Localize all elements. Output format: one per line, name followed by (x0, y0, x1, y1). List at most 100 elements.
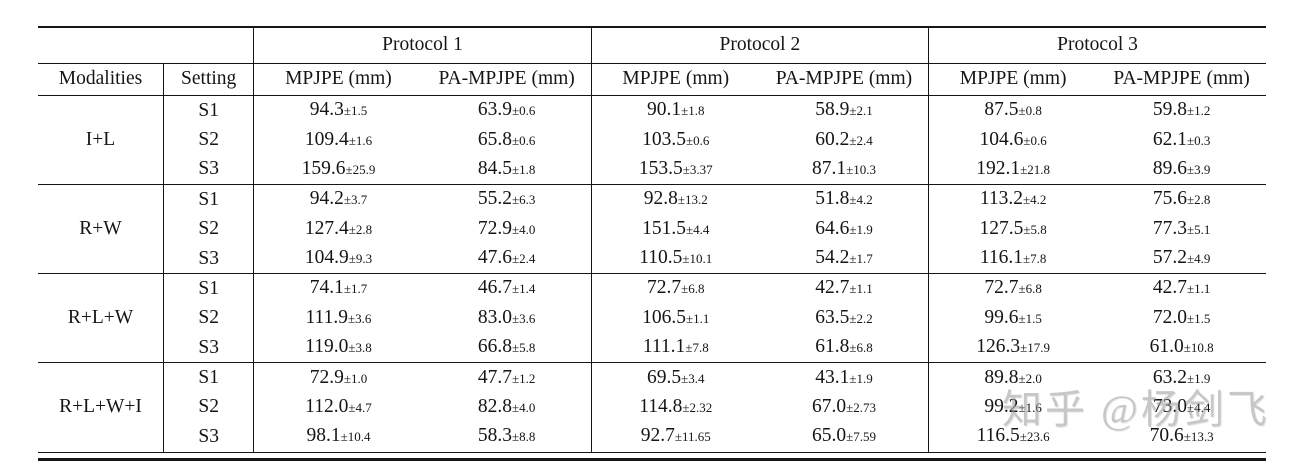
metric-error: ±1.9 (1186, 370, 1211, 386)
metric-error: ±0.6 (686, 132, 710, 148)
metric-error: ±6.8 (849, 340, 873, 356)
metric-cell: 77.3±5.1 (1097, 215, 1266, 244)
metric-cell: 113.2±4.2 (928, 184, 1098, 215)
metric-error: ±4.2 (849, 192, 873, 208)
metric-mean: 58.9 (815, 99, 850, 121)
table-row: R+W S1 94.2±3.7 55.2±6.3 92.8±13.2 51.8±4.2 11… (38, 184, 1266, 274)
setting-cell: S1 (162, 362, 254, 393)
metric-mean: 58.3 (477, 425, 512, 447)
table-row: S2 127.4±2.8 72.9±4.0 151.5±4.4 64.6±1.9 127.… (38, 214, 1266, 244)
metric-error: ±25.9 (345, 161, 376, 177)
metric-cell: 127.4±2.8 (253, 214, 423, 244)
metric-error: ±2.0 (1018, 370, 1042, 386)
metric-error: ±5.1 (1186, 221, 1211, 237)
metric-mean: 153.5 (638, 157, 683, 179)
metric-cell: 42.7±1.1 (759, 273, 929, 304)
metric-mean: 111.1 (642, 336, 686, 358)
metric-cell: 87.1±10.3 (760, 155, 929, 185)
table-row: S2 111.9±3.6 83.0±3.6 106.5±1.1 63.5±2.2 99.6… (38, 303, 1266, 333)
metric-cell: 94.3±1.5 (253, 95, 423, 126)
metric-mean: 126.3 (976, 336, 1021, 358)
metric-cell: 70.6±13.3 (1097, 422, 1266, 452)
metric-mean: 60.2 (815, 128, 850, 150)
metric-cell: 59.8±1.2 (1097, 95, 1266, 126)
metric-mean: 89.6 (1152, 157, 1187, 179)
metric-error: ±10.3 (846, 161, 876, 177)
metric-mean: 159.6 (301, 157, 346, 179)
metric-cell: 99.6±1.5 (928, 303, 1098, 333)
metric-cell: 72.9±1.0 (253, 362, 423, 393)
metric-cell: 126.3±17.9 (928, 333, 1098, 363)
metric-error: ±6.8 (681, 281, 705, 297)
metric-error: ±1.7 (343, 281, 368, 297)
protocol-header-row: Protocol 1 Protocol 2 Protocol 3 (38, 27, 1266, 64)
metric-mean: 74.1 (309, 277, 344, 299)
metric-cell: 82.8±4.0 (423, 393, 592, 422)
metric-cell: 67.0±2.73 (760, 393, 929, 422)
protocol-3-header: Protocol 3 (928, 27, 1266, 64)
setting-cell: S3 (162, 333, 254, 363)
metric-cell: 94.2±3.7 (253, 184, 423, 215)
metric-cell: 75.6±2.8 (1097, 184, 1266, 215)
results-table: Protocol 1 Protocol 2 Protocol 3 Modalit… (38, 26, 1266, 453)
p3-pa-mpjpe-column-header: PA-MPJPE (mm) (1097, 63, 1266, 96)
setting-cell: S1 (162, 184, 254, 215)
metric-cell: 103.5±0.6 (590, 125, 760, 155)
metric-error: ±10.8 (1183, 340, 1214, 356)
metric-error: ±0.6 (511, 132, 536, 148)
metric-cell: 47.7±1.2 (422, 362, 592, 393)
metric-error: ±1.1 (849, 281, 873, 297)
metric-error: ±4.9 (1186, 251, 1211, 267)
p1-mpjpe-column-header: MPJPE (mm) (253, 63, 423, 96)
metric-mean: 47.6 (477, 247, 512, 269)
metric-error: ±7.8 (1023, 251, 1047, 267)
metric-mean: 70.6 (1149, 425, 1184, 447)
metric-cell: 66.8±5.8 (423, 333, 592, 363)
setting-cell: S3 (162, 154, 254, 185)
table-body: I+L S1 94.3±1.5 63.9±0.6 90.1±1.8 58.9±2.1 87.… (38, 94, 1266, 452)
metric-mean: 54.2 (815, 247, 850, 269)
modalities-column-header: Modalities (38, 63, 164, 96)
metric-error: ±1.2 (511, 370, 536, 386)
metric-mean: 59.8 (1152, 99, 1187, 121)
column-header-row: Modalities Setting MPJPE (mm) PA-MPJPE (… (38, 63, 1266, 96)
metric-error: ±4.2 (1023, 192, 1047, 208)
metric-error: ±4.4 (686, 221, 710, 237)
metric-mean: 92.7 (640, 425, 675, 447)
metric-cell: 60.2±2.4 (760, 125, 929, 154)
metric-cell: 153.5±3.37 (590, 154, 760, 185)
metric-cell: 58.9±2.1 (759, 95, 929, 126)
metric-error: ±4.0 (511, 399, 536, 415)
metric-error: ±1.5 (1186, 310, 1211, 326)
metric-cell: 64.6±1.9 (760, 215, 929, 244)
metric-error: ±1.5 (1018, 310, 1042, 326)
metric-mean: 104.6 (979, 128, 1024, 150)
metric-mean: 98.1 (306, 425, 341, 447)
metric-error: ±1.6 (348, 132, 373, 148)
metric-error: ±1.2 (1186, 103, 1211, 119)
table-row: I+L S1 94.3±1.5 63.9±0.6 90.1±1.8 58.9±2.1 87.… (38, 94, 1266, 185)
metric-mean: 72.0 (1152, 306, 1187, 328)
blank-corner-cell (38, 27, 254, 64)
metric-mean: 99.2 (984, 395, 1019, 417)
metric-cell: 90.1±1.8 (590, 95, 760, 126)
metric-error: ±3.6 (347, 310, 372, 326)
metric-cell: 89.6±3.9 (1097, 155, 1266, 185)
metric-mean: 72.7 (984, 277, 1019, 299)
metric-mean: 84.5 (477, 157, 512, 179)
metric-mean: 42.7 (815, 277, 850, 299)
metric-mean: 110.5 (639, 247, 683, 269)
metric-error: ±1.0 (343, 370, 368, 386)
metric-mean: 46.7 (477, 277, 512, 299)
metric-cell: 109.4±1.6 (253, 125, 423, 155)
metric-mean: 65.0 (811, 425, 847, 447)
metric-cell: 54.2±1.7 (760, 244, 929, 274)
metric-mean: 111.9 (305, 306, 348, 328)
metric-mean: 43.1 (815, 366, 850, 388)
table-row: S3 104.9±9.3 47.6±2.4 110.5±10.1 54.2±1.7 116… (38, 243, 1266, 274)
metric-cell: 127.5±5.8 (928, 214, 1098, 244)
metric-error: ±3.9 (1186, 161, 1211, 177)
metric-error: ±2.4 (849, 132, 873, 148)
metric-error: ±0.3 (1186, 132, 1211, 148)
metric-mean: 89.8 (984, 366, 1019, 388)
